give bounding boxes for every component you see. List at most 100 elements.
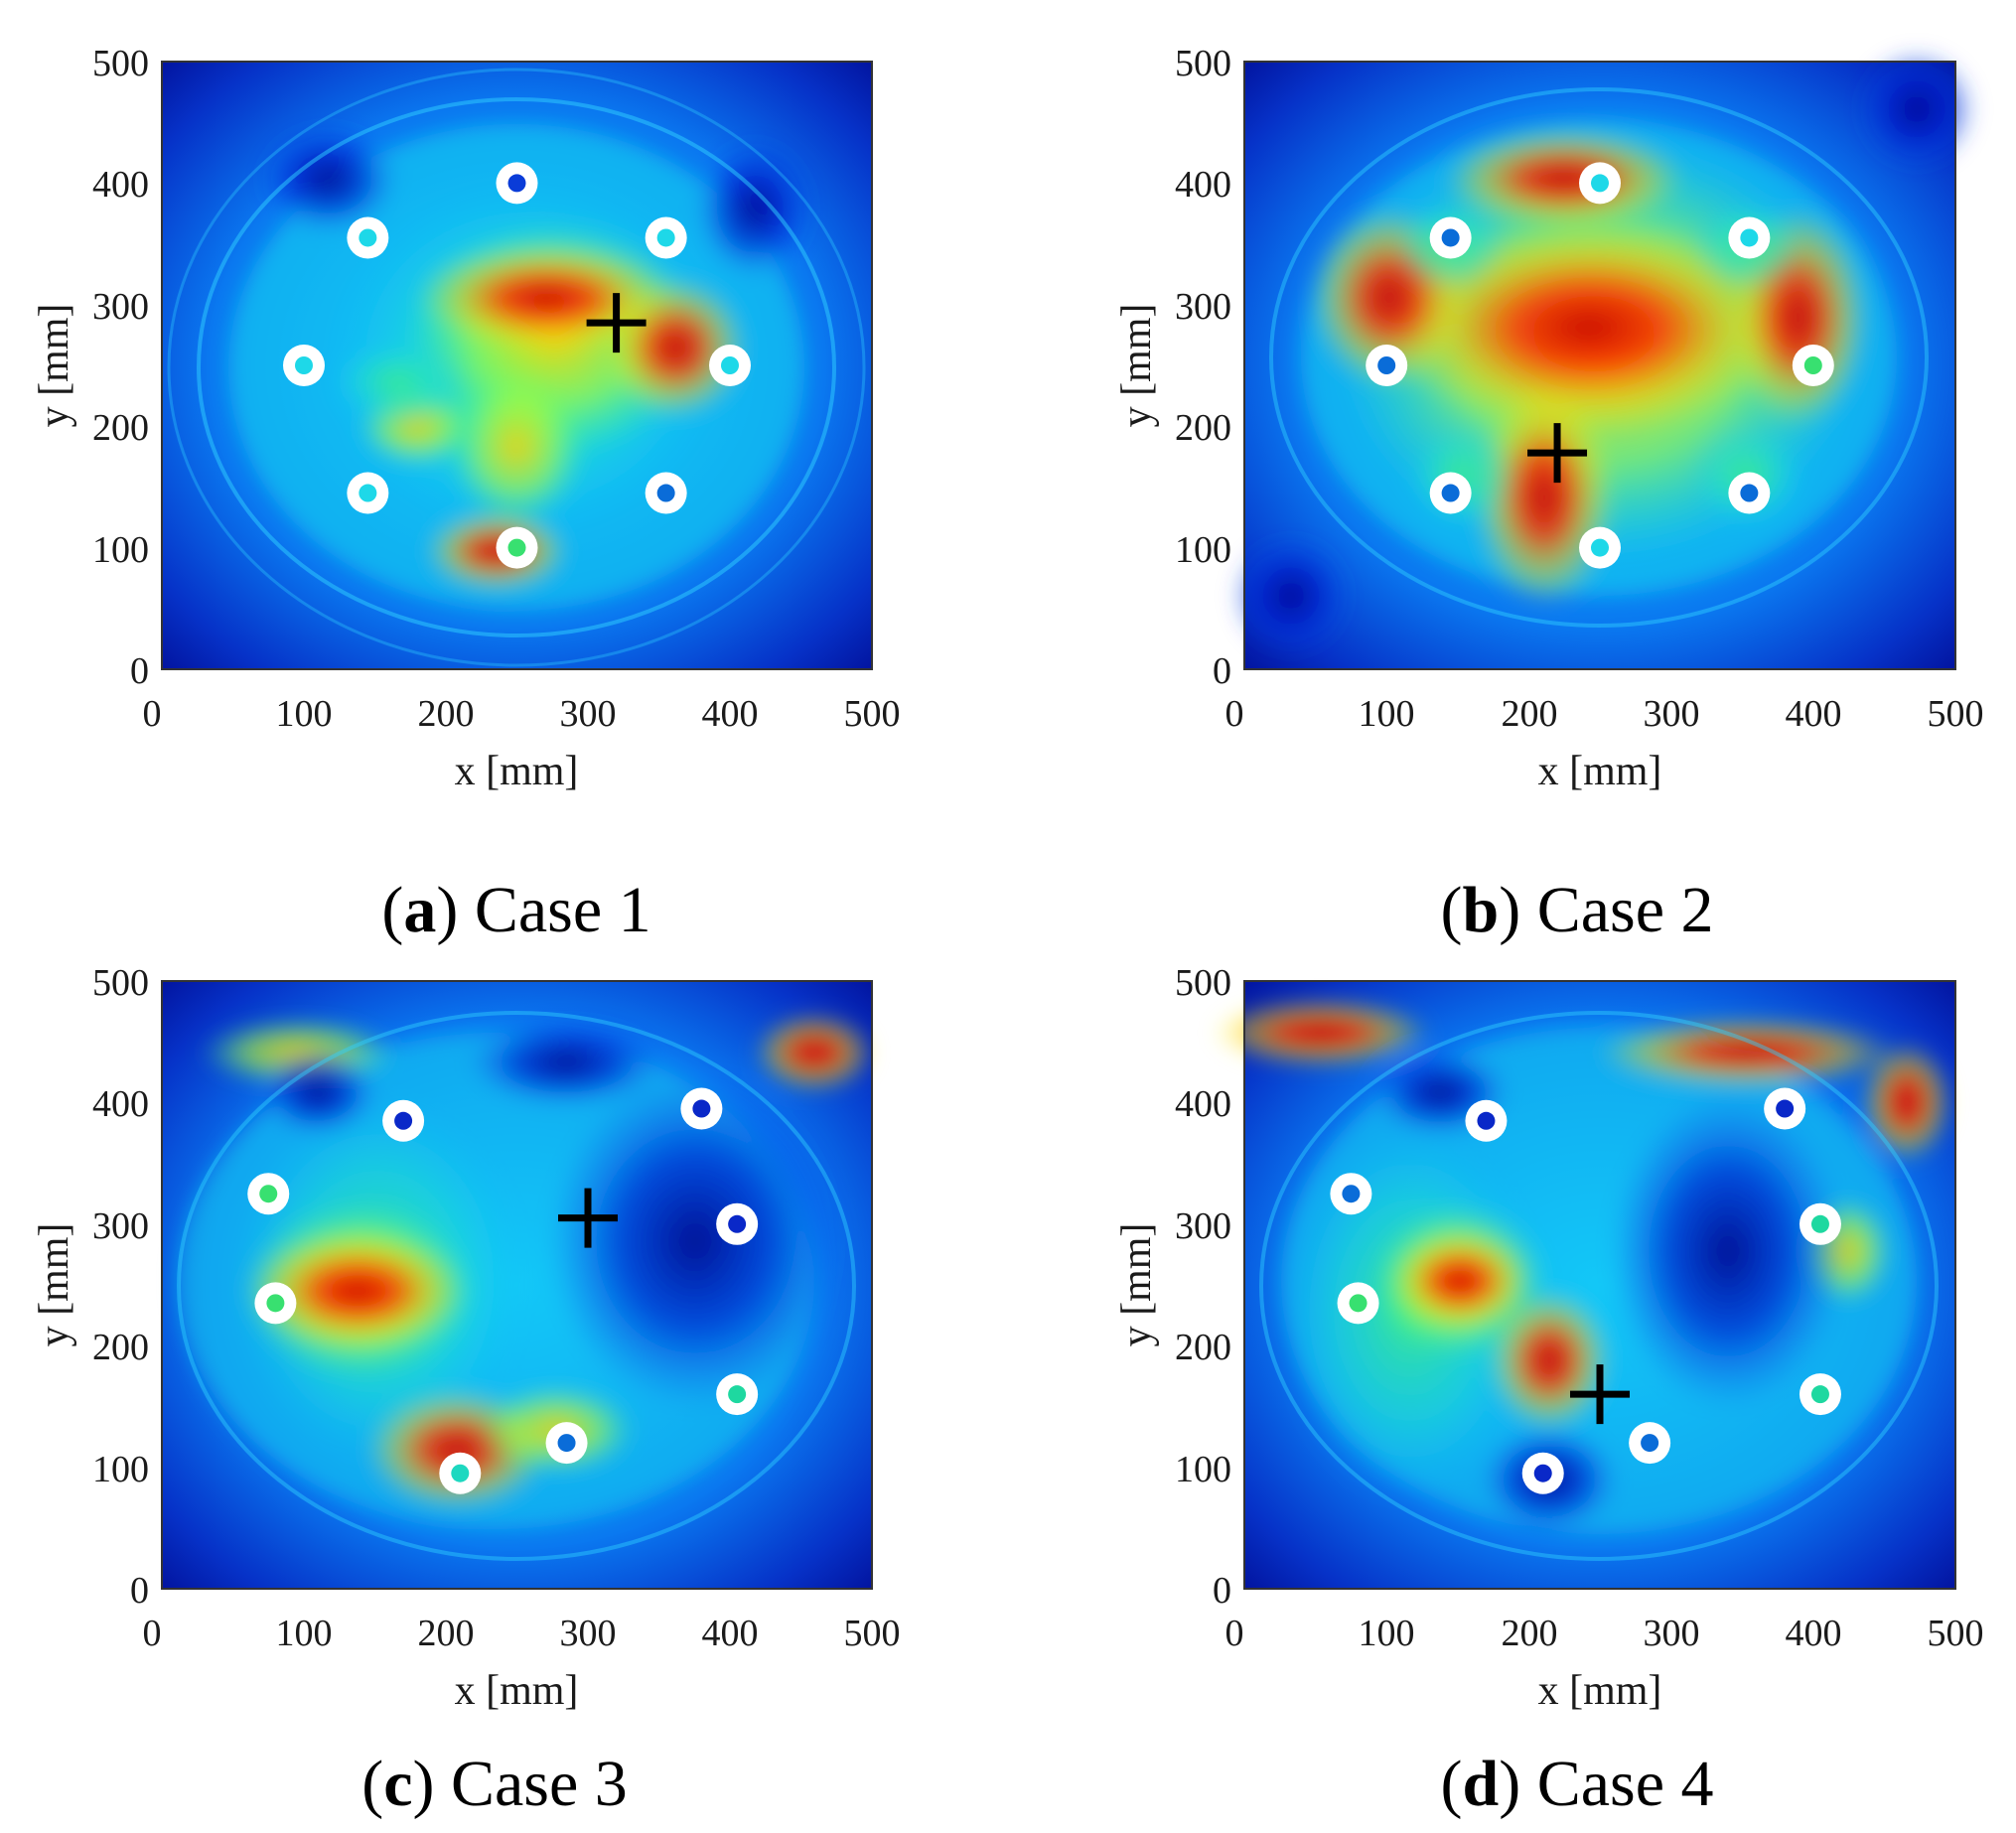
sensor-marker [1465,1099,1508,1142]
panel-c: 0 100 200 300 400 500 0 100 200 300 400 … [32,962,901,1820]
caption-letter-d: d [1462,1748,1499,1820]
x-axis-label-d: x [mm] [1538,1668,1662,1714]
caption-text-b: Case 2 [1537,874,1714,946]
sensor-center [1441,228,1460,247]
y-ticks-a: 0 100 200 300 400 500 [92,43,149,692]
x-tick-label: 100 [1359,693,1415,735]
sensor-marker [1629,1422,1671,1465]
sensor-center [1810,1214,1829,1233]
x-tick-label: 400 [702,693,759,735]
sensor-marker [1579,526,1621,569]
y-ticks-b: 0 100 200 300 400 500 [1175,43,1231,692]
x-tick-label: 0 [1225,1613,1244,1654]
panel-b: 0 100 200 300 400 500 0 100 200 300 400 … [1114,43,1984,946]
sensor-marker [680,1087,723,1130]
x-axis-label-a: x [mm] [455,749,579,794]
y-tick-label: 100 [1175,1449,1231,1490]
x-tick-label: 100 [276,1613,333,1654]
sensors-a [283,162,751,569]
sensor-center [728,1385,747,1404]
heatmap-b [1231,50,1976,669]
plot-frame-a [161,61,873,670]
sensor-marker [1366,345,1408,386]
x-ticks-a: 0 100 200 300 400 500 [143,693,901,735]
y-tick-label: 100 [92,529,149,571]
sensor-marker [716,1373,759,1416]
panel-d: 0 100 200 300 400 500 0 100 200 300 400 … [1114,962,1984,1820]
sensor-center [259,1185,278,1203]
y-tick-label: 400 [1175,1083,1231,1125]
x-tick-label: 400 [702,1613,759,1654]
sensor-center [266,1294,285,1313]
caption-a: (a) Case 1 [381,874,650,946]
y-tick-label: 400 [92,164,149,206]
x-tick-label: 200 [418,693,475,735]
x-tick-label: 0 [143,693,162,735]
y-tick-label: 200 [92,407,149,449]
y-tick-label: 300 [92,286,149,328]
sensor-marker [247,1173,290,1215]
y-tick-label: 300 [92,1205,149,1247]
y-tick-label: 0 [1213,650,1231,692]
x-tick-label: 300 [560,693,617,735]
sensor-marker [254,1282,297,1325]
sensor-center [557,1434,576,1453]
caption-text-c: Case 3 [451,1748,628,1820]
sensor-center [359,484,377,502]
sensor-center [1740,228,1759,247]
y-tick-label: 200 [1175,407,1231,449]
sensor-marker [545,1422,588,1465]
y-tick-label: 400 [1175,164,1231,206]
sensor-center [1477,1111,1496,1130]
sensor-center [359,228,377,247]
x-ticks-d: 0 100 200 300 400 500 [1225,1613,1984,1654]
sensor-center [507,538,526,557]
sensor-marker [382,1099,425,1142]
sensor-marker [283,345,325,386]
caption-letter-b: b [1462,874,1499,946]
y-tick-label: 200 [92,1327,149,1368]
sensor-center [692,1099,711,1118]
sensor-marker [1728,216,1771,259]
x-tick-label: 100 [276,693,333,735]
sensor-center [1803,356,1822,374]
caption-b: (b) Case 2 [1441,874,1714,946]
sensor-center [295,356,313,374]
heatmap-d [1212,981,1955,1589]
sensor-center [1441,484,1460,502]
caption-text-d: Case 4 [1537,1748,1714,1820]
sensors-c [247,1087,759,1494]
x-tick-label: 300 [560,1613,617,1654]
sensor-marker [1799,1202,1841,1245]
x-tick-label: 400 [1786,1613,1842,1654]
sensor-center [1533,1464,1552,1482]
y-ticks-d: 0 100 200 300 400 500 [1175,962,1231,1612]
sensor-center [721,356,739,374]
y-tick-label: 200 [1175,1327,1231,1368]
x-tick-label: 300 [1644,1613,1700,1654]
sensor-center [1342,1185,1361,1203]
y-tick-label: 500 [92,43,149,84]
y-tick-label: 500 [92,962,149,1004]
caption-letter-a: a [403,874,436,946]
caption-letter-c: c [383,1748,412,1820]
y-tick-label: 300 [1175,286,1231,328]
y-tick-label: 500 [1175,43,1231,84]
caption-text-a: Case 1 [475,874,651,946]
x-tick-label: 500 [844,1613,901,1654]
plot-frame-b [1243,61,1956,670]
sensor-marker [1337,1282,1379,1325]
sensor-center [1740,484,1759,502]
sensor-center [656,228,675,247]
y-ticks-c: 0 100 200 300 400 500 [92,962,149,1612]
sensor-marker [1799,1373,1841,1416]
sensor-marker [645,216,687,259]
caption-c: (c) Case 3 [361,1748,628,1820]
y-axis-label-d: y [mm] [1114,1223,1160,1347]
sensor-marker [1429,472,1472,514]
sensor-center [1776,1099,1795,1118]
source-marker-d [1570,1364,1630,1425]
y-axis-label-b: y [mm] [1114,304,1160,428]
x-tick-label: 200 [1502,693,1558,735]
